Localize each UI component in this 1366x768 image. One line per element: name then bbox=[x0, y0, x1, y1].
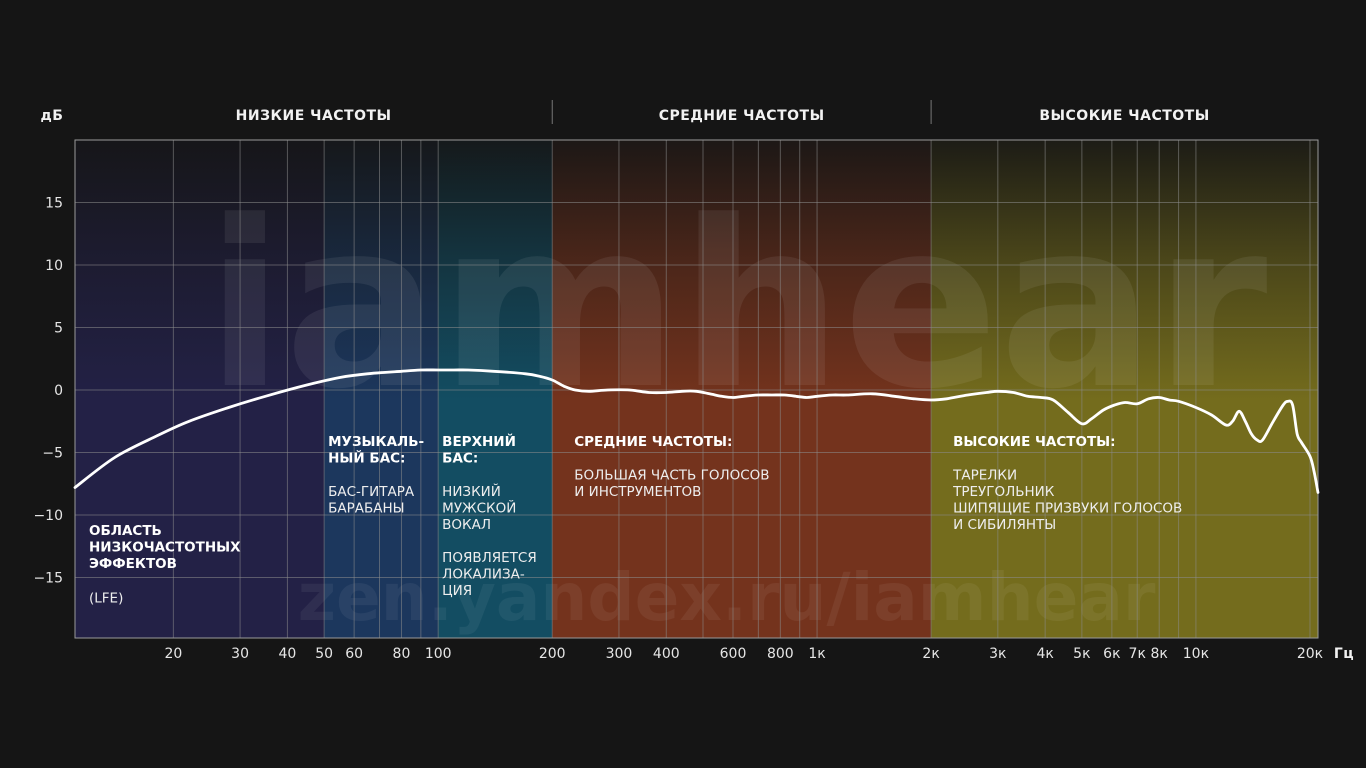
region-text-mid: И ИНСТРУМЕНТОВ bbox=[574, 484, 701, 500]
watermark-url: zen.yandex.ru/iamhear bbox=[298, 559, 1156, 636]
region-text-lfe: (LFE) bbox=[89, 591, 123, 607]
x-tick-label: 30 bbox=[231, 646, 249, 662]
x-tick-label: 100 bbox=[425, 646, 452, 662]
watermark-logo: iamhear bbox=[205, 173, 1267, 440]
x-tick-label: 5к bbox=[1073, 646, 1090, 662]
band-header-1: СРЕДНИЕ ЧАСТОТЫ bbox=[659, 108, 825, 124]
region-text-upper-bass: НИЗКИЙ bbox=[442, 482, 501, 500]
x-tick-label: 20 bbox=[164, 646, 182, 662]
band-header-0: НИЗКИЕ ЧАСТОТЫ bbox=[236, 108, 392, 124]
x-tick-label: 4к bbox=[1036, 646, 1053, 662]
plot-border bbox=[74, 139, 1319, 639]
region-text-high: ШИПЯЩИЕ ПРИЗВУКИ ГОЛОСОВ bbox=[953, 501, 1182, 517]
x-tick-label: 3к bbox=[989, 646, 1006, 662]
y-tick-label: −5 bbox=[42, 446, 63, 462]
x-tick-label: 600 bbox=[720, 646, 747, 662]
x-tick-label: 2к bbox=[922, 646, 939, 662]
region-title-upper-bass: БАС: bbox=[442, 451, 478, 467]
x-tick-label: 80 bbox=[393, 646, 411, 662]
region-text-upper-bass: ЛОКАЛИЗА- bbox=[442, 567, 525, 583]
x-tick-label: 800 bbox=[767, 646, 794, 662]
x-tick-label: 40 bbox=[279, 646, 297, 662]
region-text-high: И СИБИЛЯНТЫ bbox=[953, 517, 1056, 533]
band-header-2: ВЫСОКИЕ ЧАСТОТЫ bbox=[1039, 108, 1209, 124]
y-tick-label: 10 bbox=[45, 258, 63, 274]
y-tick-label: 15 bbox=[45, 196, 63, 212]
region-text-high: ТРЕУГОЛЬНИК bbox=[952, 484, 1055, 500]
x-axis-unit: Гц bbox=[1334, 646, 1354, 662]
x-tick-label: 1к bbox=[808, 646, 825, 662]
x-tick-label: 50 bbox=[315, 646, 333, 662]
x-tick-label: 20к bbox=[1297, 646, 1323, 662]
region-text-upper-bass: ЦИЯ bbox=[442, 583, 472, 599]
region-text-high: ТАРЕЛКИ bbox=[952, 468, 1017, 484]
region-title-lfe: ЭФФЕКТОВ bbox=[89, 556, 177, 572]
x-tick-label: 200 bbox=[539, 646, 566, 662]
response-curve bbox=[73, 368, 1320, 494]
y-tick-label: 0 bbox=[54, 383, 63, 399]
top-fade-overlay bbox=[75, 140, 1318, 400]
y-tick-label: 5 bbox=[54, 321, 63, 337]
x-tick-label: 8к bbox=[1151, 646, 1168, 662]
region-text-musical-bass: БАРАБАНЫ bbox=[328, 501, 404, 517]
region-title-mid: СРЕДНИЕ ЧАСТОТЫ: bbox=[574, 434, 732, 450]
region-title-musical-bass: МУЗЫКАЛЬ- bbox=[328, 434, 424, 450]
x-tick-label: 400 bbox=[653, 646, 680, 662]
x-tick-label: 7к bbox=[1129, 646, 1146, 662]
region-title-musical-bass: НЫЙ БАС: bbox=[328, 450, 405, 467]
region-text-upper-bass: ПОЯВЛЯЕТСЯ bbox=[442, 550, 537, 566]
x-tick-label: 300 bbox=[606, 646, 633, 662]
region-text-musical-bass: БАС-ГИТАРА bbox=[328, 484, 415, 500]
region-title-lfe: НИЗКОЧАСТОТНЫХ bbox=[89, 540, 241, 556]
x-tick-label: 6к bbox=[1103, 646, 1120, 662]
region-text-mid: БОЛЬШАЯ ЧАСТЬ ГОЛОСОВ bbox=[574, 468, 769, 484]
y-axis-unit: дБ bbox=[41, 108, 64, 124]
x-tick-label: 10к bbox=[1183, 646, 1209, 662]
region-title-high: ВЫСОКИЕ ЧАСТОТЫ: bbox=[953, 434, 1115, 450]
region-title-lfe: ОБЛАСТЬ bbox=[89, 523, 162, 539]
region-title-upper-bass: ВЕРХНИЙ bbox=[442, 433, 516, 450]
y-tick-label: −15 bbox=[33, 571, 63, 587]
region-text-upper-bass: МУЖСКОЙ bbox=[442, 499, 516, 517]
x-tick-label: 60 bbox=[345, 646, 363, 662]
y-tick-label: −10 bbox=[33, 508, 63, 524]
region-text-upper-bass: ВОКАЛ bbox=[442, 517, 491, 533]
